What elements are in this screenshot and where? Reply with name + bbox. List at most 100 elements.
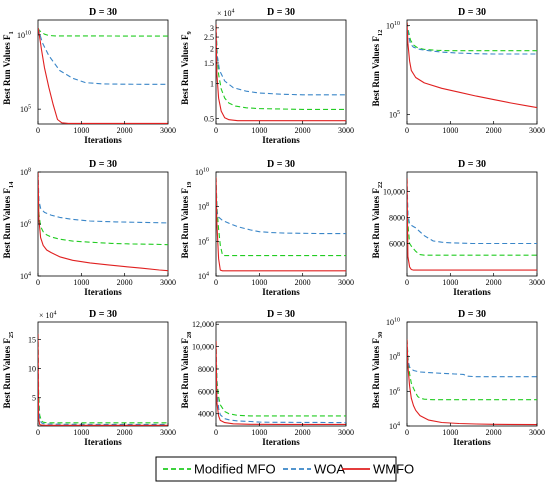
x-tick-label: 3000 bbox=[160, 428, 176, 437]
series-line-wmfo bbox=[216, 24, 346, 122]
series-group bbox=[38, 172, 168, 272]
y-tick-label: 10 bbox=[28, 365, 36, 374]
series-group bbox=[216, 24, 346, 122]
y-tick-label: 106 bbox=[20, 220, 31, 230]
x-tick-label: 0 bbox=[214, 126, 218, 135]
x-tick-label: 0 bbox=[405, 428, 409, 437]
y-tick-label: 108 bbox=[20, 168, 31, 178]
legend-label-modified-mfo: Modified MFO bbox=[194, 462, 276, 477]
x-tick-label: 0 bbox=[214, 278, 218, 287]
series-line-woa bbox=[38, 172, 168, 224]
y-tick-label: 10,000 bbox=[192, 343, 214, 352]
plot-frame bbox=[37, 19, 169, 125]
y-tick-label: 12,000 bbox=[192, 320, 214, 329]
subplot-title: D = 30 bbox=[267, 159, 295, 170]
y-axis-label: Best Run Values F19 bbox=[180, 181, 193, 259]
x-tick-label: 0 bbox=[36, 278, 40, 287]
subplot-title: D = 30 bbox=[458, 7, 486, 18]
x-tick-label: 1000 bbox=[73, 126, 89, 135]
plot-frame bbox=[406, 321, 538, 427]
legend-label-wmfo: WMFO bbox=[373, 462, 414, 477]
subplot-1: 0 1000 2000 3000 105 1010 D = 30 Iterations Best… bbox=[2, 7, 176, 145]
plot-frame bbox=[215, 19, 347, 125]
y-tick-label: 105 bbox=[389, 110, 400, 120]
x-tick-label: 1000 bbox=[73, 278, 89, 287]
x-axis-label: Iterations bbox=[84, 135, 122, 145]
y-axis-label: Best Run Values F12 bbox=[371, 30, 384, 107]
y-tick-label: 108 bbox=[198, 202, 209, 212]
subplot-9: 0 1000 2000 3000 104 106 108 1010 D = 30 Iteratio… bbox=[371, 309, 545, 447]
y-tick-label: 106 bbox=[198, 237, 209, 247]
y-axis-label: Best Run Values F30 bbox=[371, 332, 384, 409]
subplot-title: D = 30 bbox=[89, 7, 117, 18]
x-tick-label: 3000 bbox=[338, 278, 354, 287]
x-tick-label: 0 bbox=[405, 278, 409, 287]
y-axis-label: Best Run Values F14 bbox=[2, 181, 15, 259]
subplot-2: 0 1000 2000 3000 0.5 1 1.5 2 2.53× 104 D = 30 Iter… bbox=[180, 7, 354, 145]
subplot-8: 0 1000 2000 3000 4000 6000 8000 10,000 12,000 D =… bbox=[180, 309, 354, 447]
series-line-woa bbox=[216, 24, 346, 96]
series-line-woa bbox=[407, 178, 537, 245]
y-tick-label: 3 bbox=[210, 24, 214, 33]
y-tick-label: 108 bbox=[389, 352, 400, 362]
x-tick-label: 1000 bbox=[73, 428, 89, 437]
x-tick-label: 1000 bbox=[442, 278, 458, 287]
x-tick-label: 2000 bbox=[486, 126, 502, 135]
axis-multiplier: × 104 bbox=[217, 9, 235, 19]
series-group bbox=[38, 333, 168, 426]
subplot-title: D = 30 bbox=[267, 309, 295, 320]
plot-frame bbox=[215, 171, 347, 277]
plot-frame bbox=[37, 321, 169, 427]
plot-frame bbox=[406, 171, 538, 277]
subplot-title: D = 30 bbox=[267, 7, 295, 18]
series-line-woa bbox=[38, 333, 168, 425]
series-line-modified-mfo bbox=[38, 172, 168, 246]
subplot-5: 0 1000 2000 3000 104 106 108 1010 D = 30 Iteratio… bbox=[180, 159, 354, 297]
series-line-wmfo bbox=[407, 22, 537, 109]
axis-multiplier: × 104 bbox=[39, 311, 57, 321]
x-tick-label: 2000 bbox=[295, 126, 311, 135]
series-line-woa bbox=[38, 27, 168, 85]
x-tick-label: 3000 bbox=[529, 126, 545, 135]
x-tick-label: 2000 bbox=[117, 428, 133, 437]
y-tick-label: 10,000 bbox=[383, 188, 405, 197]
y-tick-label: 8000 bbox=[198, 365, 214, 374]
subplot-title: D = 30 bbox=[458, 309, 486, 320]
y-tick-label: 106 bbox=[389, 387, 400, 397]
y-tick-label: 1010 bbox=[17, 30, 31, 40]
x-tick-label: 3000 bbox=[529, 278, 545, 287]
x-tick-label: 1000 bbox=[442, 428, 458, 437]
x-axis-label: Iterations bbox=[262, 287, 300, 297]
x-tick-label: 1000 bbox=[251, 428, 267, 437]
y-tick-label: 104 bbox=[198, 272, 209, 282]
series-line-modified-mfo bbox=[407, 22, 537, 52]
series-line-woa bbox=[407, 339, 537, 378]
y-tick-label: 1010 bbox=[386, 21, 400, 31]
series-line-wmfo bbox=[407, 339, 537, 426]
x-axis-label: Iterations bbox=[262, 437, 300, 447]
series-line-wmfo bbox=[216, 340, 346, 425]
y-tick-label: 104 bbox=[20, 272, 31, 282]
y-axis-label: Best Run Values F25 bbox=[2, 331, 15, 409]
subplot-title: D = 30 bbox=[89, 309, 117, 320]
series-line-wmfo bbox=[38, 172, 168, 272]
x-tick-label: 2000 bbox=[295, 428, 311, 437]
plot-frame bbox=[37, 171, 169, 277]
series-line-woa bbox=[407, 22, 537, 55]
series-group bbox=[216, 340, 346, 425]
x-tick-label: 1000 bbox=[442, 126, 458, 135]
y-tick-label: 104 bbox=[389, 422, 400, 432]
x-tick-label: 0 bbox=[36, 428, 40, 437]
x-tick-label: 3000 bbox=[529, 428, 545, 437]
series-line-wmfo bbox=[38, 27, 168, 124]
plot-frame bbox=[215, 321, 347, 427]
series-line-modified-mfo bbox=[216, 177, 346, 257]
subplot-4: 0 1000 2000 3000 104 106 108 D = 30 Iterations Be… bbox=[2, 159, 176, 297]
y-tick-label: 8000 bbox=[389, 214, 405, 223]
series-group bbox=[38, 27, 168, 124]
y-tick-label: 4000 bbox=[198, 410, 214, 419]
series-line-woa bbox=[216, 177, 346, 235]
subplot-7: 0 1000 2000 3000 5 10 15 × 104 D = 30 Iterations B… bbox=[2, 309, 176, 447]
